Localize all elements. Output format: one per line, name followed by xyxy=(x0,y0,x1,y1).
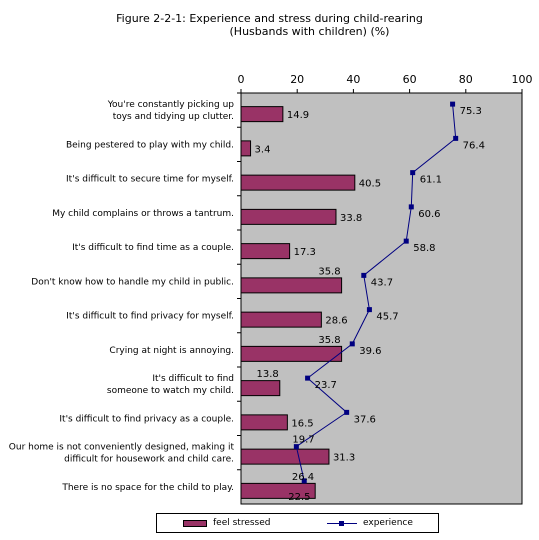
bar xyxy=(240,311,322,328)
line-value-label: 39.6 xyxy=(359,346,381,357)
experience-marker xyxy=(361,272,367,278)
bar-value-label: 35.8 xyxy=(318,335,340,346)
category-label: It's difficult to find privacy for mysel… xyxy=(66,312,234,322)
experience-marker xyxy=(293,444,299,450)
category-label: You're constantly picking up toys and tid… xyxy=(107,100,235,122)
bar-value-label: 31.3 xyxy=(333,453,355,464)
line-value-label: 45.7 xyxy=(376,312,398,323)
line-value-label: 76.4 xyxy=(463,140,485,151)
experience-marker xyxy=(453,135,459,141)
experience-marker xyxy=(301,478,307,484)
category-label: It's difficult to find privacy as a coup… xyxy=(59,414,234,424)
bar-value-label: 17.3 xyxy=(294,247,316,258)
bar xyxy=(240,243,291,260)
x-tick-label: 40 xyxy=(346,73,360,86)
experience-marker xyxy=(344,409,350,415)
bar xyxy=(240,482,316,499)
bar xyxy=(240,345,343,362)
category-label: Don't know how to handle my child in pub… xyxy=(31,277,234,287)
experience-marker xyxy=(450,101,456,107)
line-value-label: 60.6 xyxy=(418,209,440,220)
bar-value-label: 26.4 xyxy=(292,472,314,483)
experience-marker xyxy=(366,307,372,313)
experience-marker xyxy=(305,375,311,381)
bar xyxy=(240,414,288,431)
bar xyxy=(240,106,284,123)
bar-value-label: 28.6 xyxy=(325,316,347,327)
line-value-label: 19.7 xyxy=(292,435,314,446)
bar xyxy=(240,174,356,191)
category-label: My child complains or throws a tantrum. xyxy=(52,209,234,219)
legend-line-swatch xyxy=(327,519,357,528)
legend-label-feel-stressed: feel stressed xyxy=(213,518,271,528)
x-tick-label: 60 xyxy=(403,73,417,86)
plot-area xyxy=(240,92,523,505)
bar xyxy=(240,140,252,157)
experience-marker xyxy=(349,341,355,347)
line-value-label: 58.8 xyxy=(413,243,435,254)
x-tick-label: 20 xyxy=(290,73,304,86)
bar-value-label: 3.4 xyxy=(255,144,271,155)
line-value-label: 23.7 xyxy=(315,380,337,391)
line-value-label: 75.3 xyxy=(460,106,482,117)
line-value-label: 43.7 xyxy=(371,277,393,288)
chart-subtitle: (Husbands with children) (%) xyxy=(229,25,390,38)
experience-marker xyxy=(403,238,409,244)
legend-label-experience: experience xyxy=(363,518,413,528)
experience-marker xyxy=(408,204,414,210)
bar-value-label: 40.5 xyxy=(359,179,381,190)
x-tick-label: 80 xyxy=(459,73,473,86)
bar xyxy=(240,277,343,294)
legend: feel stressed experience xyxy=(156,513,439,533)
line-value-label: 37.6 xyxy=(354,414,376,425)
line-value-label: 61.1 xyxy=(420,175,442,186)
x-tick-label: 100 xyxy=(512,73,533,86)
category-label: It's difficult to secure time for myself… xyxy=(66,175,234,185)
category-label: Crying at night is annoying. xyxy=(109,346,234,356)
bar xyxy=(240,208,337,225)
bar xyxy=(240,448,330,465)
bar-value-label: 33.8 xyxy=(340,213,362,224)
category-label: Being pestered to play with my child. xyxy=(66,140,234,150)
legend-item-experience: experience xyxy=(327,514,413,532)
bar xyxy=(240,380,281,397)
bar-value-label: 35.8 xyxy=(318,266,340,277)
category-label: There is no space for the child to play. xyxy=(61,483,234,493)
experience-marker xyxy=(410,170,416,176)
category-label: Our home is not conveniently designed, m… xyxy=(9,443,235,465)
category-label: It's difficult to find someone to watch m… xyxy=(107,374,234,396)
bar-value-label: 16.5 xyxy=(291,418,313,429)
chart-title: Figure 2-2-1: Experience and stress duri… xyxy=(116,12,423,25)
category-label: It's difficult to find time as a couple. xyxy=(72,243,234,253)
legend-bar-swatch xyxy=(183,519,207,527)
line-value-label: 22.5 xyxy=(288,492,310,503)
x-tick-label: 0 xyxy=(238,73,245,86)
bar-value-label: 13.8 xyxy=(257,369,279,380)
legend-item-feel-stressed: feel stressed xyxy=(183,514,271,532)
bar-value-label: 14.9 xyxy=(287,110,309,121)
experience-line xyxy=(295,104,457,481)
